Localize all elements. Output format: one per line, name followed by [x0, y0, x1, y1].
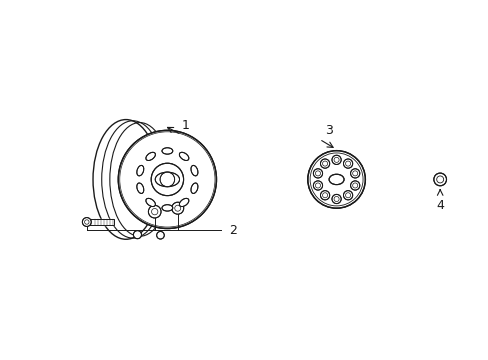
Circle shape: [133, 231, 141, 239]
Circle shape: [118, 130, 216, 229]
Circle shape: [320, 159, 329, 168]
Ellipse shape: [155, 172, 179, 187]
Circle shape: [320, 191, 329, 200]
Circle shape: [313, 169, 322, 178]
Circle shape: [343, 191, 352, 200]
Text: 2: 2: [229, 224, 237, 237]
Circle shape: [160, 172, 174, 187]
Text: 4: 4: [435, 199, 443, 212]
Circle shape: [148, 205, 161, 218]
Circle shape: [433, 173, 446, 186]
Ellipse shape: [179, 198, 188, 207]
Ellipse shape: [145, 152, 155, 161]
Text: 3: 3: [324, 124, 332, 137]
Ellipse shape: [137, 165, 143, 176]
Circle shape: [343, 159, 352, 168]
Circle shape: [313, 181, 322, 190]
Circle shape: [307, 150, 365, 208]
Ellipse shape: [191, 165, 198, 176]
Ellipse shape: [145, 198, 155, 207]
Ellipse shape: [162, 148, 172, 154]
Ellipse shape: [191, 183, 198, 193]
Circle shape: [331, 194, 341, 204]
Polygon shape: [89, 219, 114, 225]
Circle shape: [156, 231, 164, 239]
Circle shape: [82, 217, 91, 226]
Circle shape: [151, 163, 183, 195]
Ellipse shape: [162, 205, 172, 211]
Circle shape: [350, 169, 359, 178]
Circle shape: [350, 181, 359, 190]
Text: 1: 1: [182, 119, 189, 132]
Ellipse shape: [179, 152, 188, 161]
Ellipse shape: [328, 174, 344, 185]
Circle shape: [171, 202, 183, 214]
Ellipse shape: [137, 183, 143, 193]
Circle shape: [331, 155, 341, 165]
